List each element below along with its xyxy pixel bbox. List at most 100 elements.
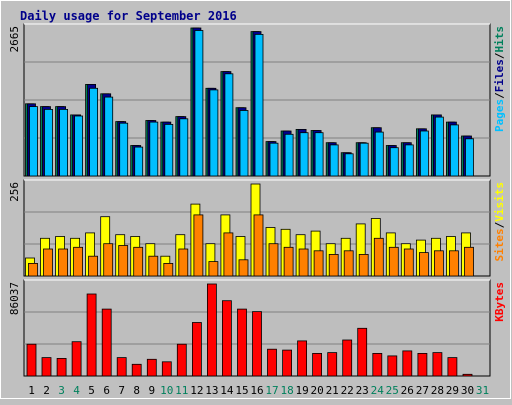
x-tick-label: 11 [175, 384, 188, 397]
bar-sites-day-14 [223, 232, 234, 277]
x-tick-label: 10 [160, 384, 173, 397]
bar-sites-day-28 [433, 250, 444, 277]
bar-sites-day-11 [178, 248, 189, 277]
x-tick-label: 29 [446, 384, 459, 397]
x-tick-label: 5 [88, 384, 95, 397]
bar-kbytes-day-10 [161, 361, 172, 377]
bar-kbytes-day-27 [417, 352, 428, 377]
x-tick-label: 1 [28, 384, 35, 397]
bar-kbytes-day-5 [86, 293, 97, 377]
bar-kbytes-day-9 [146, 358, 157, 377]
bar-kbytes-day-16 [252, 311, 262, 377]
bar-pages-day-1 [29, 106, 38, 177]
x-axis-labels: 1 2 3 4 5 6 7 8 9 10 11 12 13 14 15 16 17 18 19 20 21 22 23 24 2… [28, 384, 489, 397]
bar-pages-day-29 [449, 124, 459, 177]
x-tick-label: 24 [371, 384, 385, 397]
bar-kbytes-day-3 [56, 357, 67, 377]
x-tick-label: 27 [416, 384, 429, 397]
legend-visits_sites: Sites/Visits [493, 182, 506, 262]
legend-entry-pages: Pages [493, 99, 506, 132]
x-tick-label: 19 [295, 384, 308, 397]
bar-pages-day-27 [419, 130, 429, 177]
bar-pages-day-10 [164, 124, 174, 177]
bar-sites-day-23 [358, 253, 369, 277]
bar-kbytes-day-8 [131, 363, 142, 377]
x-tick-label: 15 [235, 384, 248, 397]
bar-sites-day-3 [58, 248, 68, 277]
bar-pages-day-20 [314, 132, 324, 177]
legend-entry-kbytes: KBytes [493, 282, 506, 322]
bar-kbytes-day-21 [327, 352, 338, 377]
bar-kbytes-day-2 [41, 357, 52, 377]
bar-kbytes-day-14 [221, 300, 232, 377]
bar-sites-day-30 [464, 246, 474, 277]
bar-kbytes-day-20 [312, 352, 323, 377]
bar-sites-day-26 [403, 248, 414, 277]
bar-kbytes-day-11 [176, 343, 187, 377]
x-tick-label: 16 [250, 384, 263, 397]
bar-sites-day-29 [448, 250, 459, 277]
legend-separator: / [493, 52, 506, 59]
bar-kbytes-day-25 [387, 355, 398, 377]
legend-entry-files: Files [493, 59, 506, 92]
bar-pages-day-13 [209, 89, 219, 177]
bar-sites-day-24 [373, 237, 384, 277]
chart-title: Daily usage for September 2016 [20, 9, 237, 23]
bar-kbytes-day-19 [297, 340, 308, 377]
bar-pages-day-16 [254, 34, 264, 177]
bar-sites-day-25 [388, 246, 399, 277]
bar-kbytes-day-17 [267, 348, 277, 377]
bar-pages-day-19 [299, 132, 309, 177]
bar-sites-day-27 [418, 252, 429, 277]
x-tick-label: 6 [103, 384, 110, 397]
bar-sites-day-20 [313, 250, 324, 277]
bar-kbytes-day-7 [116, 357, 127, 377]
bar-sites-day-22 [343, 250, 354, 277]
bars-kbytes [26, 283, 473, 377]
bar-pages-day-12 [194, 30, 204, 177]
bar-pages-day-18 [284, 133, 294, 177]
bar-sites-day-7 [118, 245, 129, 277]
x-tick-label: 9 [148, 384, 155, 397]
x-tick-label: 12 [190, 384, 203, 397]
bar-sites-day-19 [298, 248, 309, 277]
x-tick-label: 2 [43, 384, 50, 397]
bar-pages-day-8 [134, 146, 144, 177]
max-label-hits_files_pages: 2665 [8, 26, 21, 53]
bar-kbytes-day-18 [282, 349, 293, 377]
bar-kbytes-day-13 [206, 283, 217, 377]
bar-kbytes-day-26 [402, 350, 413, 377]
bar-kbytes-day-4 [71, 341, 82, 377]
x-tick-label: 21 [326, 384, 339, 397]
bar-sites-day-18 [283, 246, 294, 277]
x-tick-label: 28 [431, 384, 444, 397]
bar-pages-day-9 [149, 121, 159, 177]
legend-kbytes: KBytes [493, 282, 506, 322]
bar-kbytes-day-29 [447, 357, 458, 377]
bar-sites-day-6 [103, 243, 114, 277]
legend-entry-visits: Visits [493, 182, 506, 222]
bar-sites-day-21 [328, 253, 339, 277]
x-tick-label: 14 [220, 384, 234, 397]
max-label-visits_sites: 256 [8, 182, 21, 202]
bar-kbytes-day-6 [101, 308, 112, 377]
x-tick-label: 30 [461, 384, 474, 397]
bar-pages-day-21 [329, 144, 339, 177]
legend-entry-hits: Hits [493, 26, 506, 53]
bar-sites-day-5 [88, 255, 98, 277]
bar-kbytes-day-30 [462, 373, 473, 377]
x-tick-label: 8 [133, 384, 140, 397]
bar-kbytes-day-23 [357, 327, 368, 377]
x-tick-label: 22 [341, 384, 354, 397]
bar-kbytes-day-12 [191, 322, 202, 377]
bar-pages-day-24 [374, 131, 384, 177]
bar-sites-day-12 [193, 214, 204, 277]
bar-pages-day-17 [269, 142, 279, 177]
bar-pages-day-15 [239, 110, 249, 177]
bar-sites-day-8 [133, 246, 144, 277]
bar-kbytes-day-28 [432, 352, 443, 377]
bar-sites-day-10 [163, 262, 174, 277]
bar-pages-day-28 [434, 116, 444, 177]
legend-separator: / [493, 92, 506, 99]
